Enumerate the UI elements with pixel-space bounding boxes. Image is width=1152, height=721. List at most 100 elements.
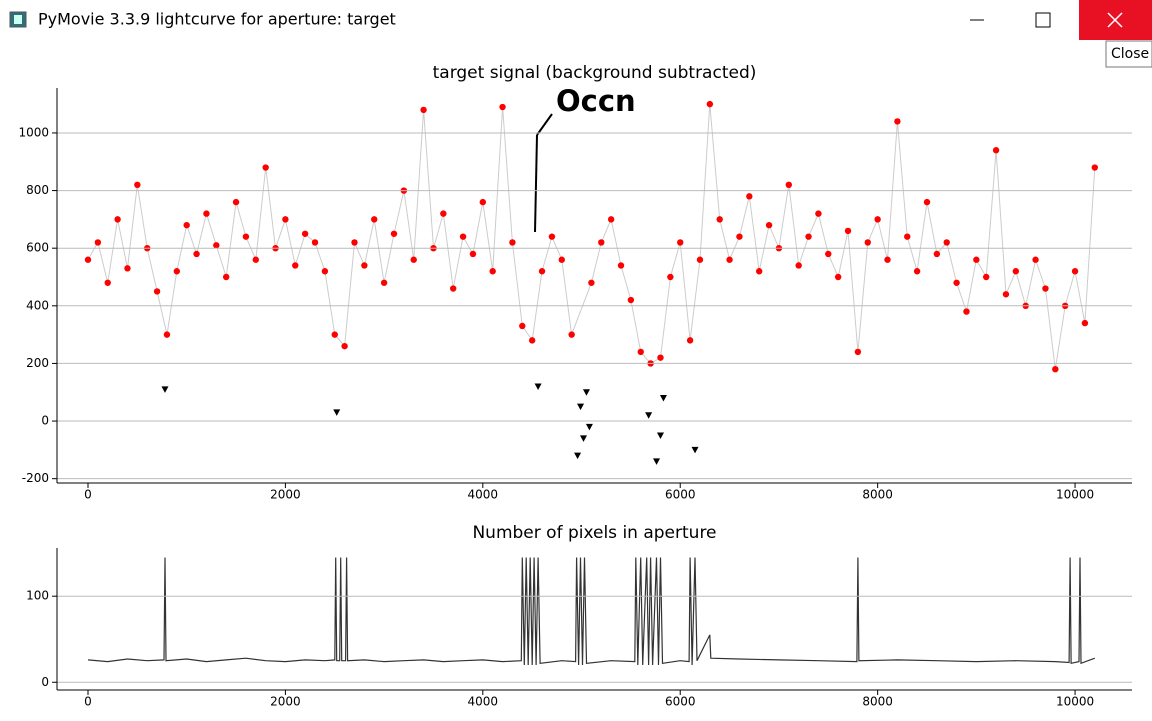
x-tick-label: 8000: [862, 695, 893, 709]
data-point: [213, 242, 220, 249]
data-point: [538, 268, 546, 275]
x-tick-label: 6000: [665, 695, 696, 709]
y-tick-label: 0: [41, 414, 49, 428]
data-point: [222, 273, 230, 281]
data-point: [574, 452, 582, 460]
x-tick-label: 6000: [665, 488, 696, 502]
data-point: [114, 216, 121, 223]
data-point: [232, 198, 240, 206]
data-point: [252, 256, 259, 263]
data-point: [509, 239, 516, 246]
data-point: [864, 239, 871, 246]
data-point: [874, 216, 881, 223]
x-tick-label: 4000: [468, 488, 499, 502]
data-point: [183, 221, 190, 229]
x-tick-label: 8000: [862, 488, 893, 502]
data-point: [1012, 268, 1020, 275]
data-point: [153, 288, 161, 295]
data-point: [588, 279, 595, 286]
data-point: [94, 239, 102, 246]
y-tick-label: 0: [41, 675, 49, 689]
data-point: [884, 256, 891, 263]
data-point: [321, 268, 329, 275]
data-point: [420, 106, 427, 114]
data-point: [653, 458, 661, 465]
y-tick-label: 800: [26, 183, 49, 197]
data-point: [746, 193, 753, 200]
data-point: [124, 265, 131, 272]
y-tick-label: 1000: [18, 125, 49, 139]
data-point: [173, 268, 181, 275]
data-point: [193, 250, 200, 258]
data-point: [361, 262, 368, 269]
data-point: [953, 279, 960, 286]
title-bar: [0, 0, 1152, 40]
data-point: [617, 262, 625, 269]
data-point: [380, 279, 388, 286]
data-point: [904, 233, 911, 240]
data-point: [923, 198, 931, 206]
x-tick-label: 0: [84, 488, 92, 502]
data-point: [489, 268, 496, 275]
data-point: [805, 233, 812, 240]
data-point: [1042, 285, 1049, 292]
data-point: [834, 273, 842, 281]
series-line: [87, 557, 1096, 666]
data-point: [765, 221, 773, 229]
chart-title: target signal (background subtracted): [433, 63, 757, 83]
y-tick-label: 100: [26, 589, 49, 603]
annotation: Occn: [556, 84, 636, 118]
data-point: [1081, 319, 1089, 327]
data-point: [696, 256, 704, 263]
chart-title: Number of pixels in aperture: [472, 523, 716, 543]
data-point: [726, 256, 733, 263]
data-point: [333, 409, 341, 416]
data-point: [242, 233, 250, 240]
data-point: [548, 233, 556, 240]
data-point: [459, 233, 467, 240]
data-point: [351, 239, 358, 246]
data-point: [579, 435, 587, 442]
data-point: [585, 423, 593, 431]
data-point: [607, 216, 615, 223]
y-tick-label: 600: [26, 241, 49, 255]
data-point: [161, 386, 169, 393]
data-point: [1091, 164, 1098, 171]
data-point: [534, 383, 542, 390]
data-point: [104, 279, 111, 286]
data-point: [1052, 365, 1059, 373]
data-point: [1002, 291, 1010, 298]
data-point: [659, 395, 667, 402]
data-point: [645, 412, 653, 419]
window-title: PyMovie 3.3.9 lightcurve for aperture: t…: [38, 10, 396, 29]
maximize-button[interactable]: [1035, 12, 1051, 28]
data-point: [499, 103, 506, 111]
data-point: [637, 348, 644, 356]
x-tick-label: 10000: [1056, 695, 1094, 709]
data-point: [528, 337, 536, 344]
data-point: [894, 118, 901, 125]
data-point: [736, 233, 743, 240]
data-point: [1032, 256, 1039, 263]
data-point: [943, 239, 950, 246]
data-point: [686, 337, 694, 344]
data-point: [341, 342, 348, 350]
data-point: [568, 331, 575, 338]
tooltip: [1105, 40, 1152, 68]
data-point: [992, 147, 1000, 154]
data-point: [716, 216, 723, 223]
data-point: [301, 230, 309, 237]
data-point: [706, 100, 714, 108]
data-point: [469, 250, 477, 258]
data-point: [983, 273, 990, 281]
x-tick-label: 4000: [468, 695, 499, 709]
tooltip-text: Close: [1111, 46, 1149, 62]
connector-line: [87, 104, 1096, 370]
x-tick-label: 2000: [270, 488, 301, 502]
data-point: [262, 164, 269, 171]
x-tick-label: 2000: [270, 695, 301, 709]
data-point: [479, 198, 487, 206]
data-point: [755, 268, 763, 275]
data-point: [1071, 268, 1079, 275]
